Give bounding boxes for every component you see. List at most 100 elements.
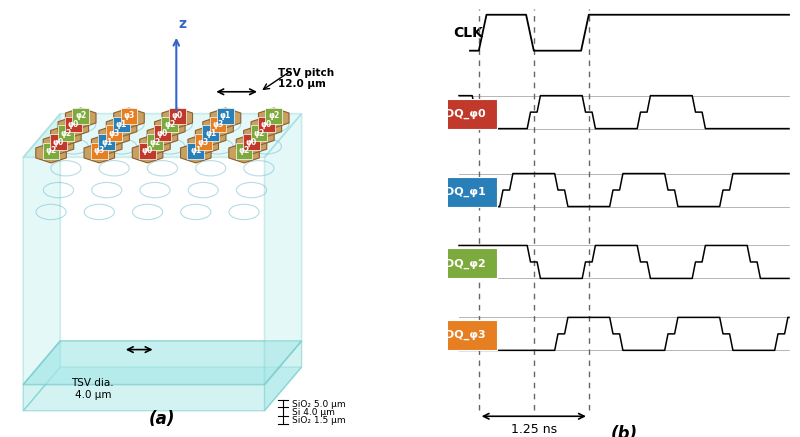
FancyBboxPatch shape — [434, 249, 497, 278]
Text: φ0: φ0 — [142, 146, 153, 155]
Text: z: z — [178, 17, 186, 31]
FancyBboxPatch shape — [72, 108, 89, 124]
Polygon shape — [265, 114, 302, 385]
Text: φ3: φ3 — [123, 111, 134, 120]
Text: φ0: φ0 — [53, 138, 64, 146]
Text: φ0: φ0 — [157, 129, 168, 138]
Polygon shape — [229, 143, 259, 163]
FancyBboxPatch shape — [434, 320, 497, 350]
Text: SiO₂ 5.0 μm: SiO₂ 5.0 μm — [292, 400, 346, 409]
Text: φ2: φ2 — [46, 146, 57, 155]
FancyBboxPatch shape — [114, 117, 130, 132]
FancyBboxPatch shape — [434, 99, 497, 128]
Polygon shape — [181, 143, 211, 163]
Polygon shape — [132, 143, 163, 163]
Polygon shape — [23, 341, 302, 385]
Text: 1.25 ns: 1.25 ns — [510, 423, 557, 437]
FancyBboxPatch shape — [42, 143, 59, 159]
Polygon shape — [23, 114, 60, 385]
Text: φ3: φ3 — [213, 120, 224, 129]
FancyBboxPatch shape — [236, 143, 253, 159]
Text: φ2: φ2 — [254, 129, 265, 138]
Polygon shape — [23, 114, 302, 157]
Text: φ3: φ3 — [109, 129, 120, 138]
FancyBboxPatch shape — [139, 143, 156, 159]
Text: φ0: φ0 — [68, 120, 79, 129]
Text: CLK: CLK — [454, 26, 483, 40]
Polygon shape — [244, 125, 274, 146]
FancyBboxPatch shape — [121, 108, 138, 124]
Polygon shape — [91, 134, 122, 154]
FancyBboxPatch shape — [195, 134, 211, 150]
FancyBboxPatch shape — [106, 125, 122, 141]
Polygon shape — [43, 134, 74, 154]
Text: φ1: φ1 — [205, 129, 216, 138]
Text: φ1: φ1 — [190, 146, 202, 155]
Polygon shape — [99, 125, 130, 146]
FancyBboxPatch shape — [243, 134, 260, 150]
Text: φ2: φ2 — [60, 129, 71, 138]
Polygon shape — [140, 134, 170, 154]
FancyBboxPatch shape — [146, 134, 163, 150]
Text: (b): (b) — [610, 425, 638, 437]
Text: φ1: φ1 — [220, 111, 231, 120]
FancyBboxPatch shape — [162, 117, 178, 132]
Text: φ2: φ2 — [238, 146, 250, 155]
Polygon shape — [265, 341, 302, 411]
Text: TSV dia.
4.0 μm: TSV dia. 4.0 μm — [71, 378, 114, 399]
FancyBboxPatch shape — [91, 143, 108, 159]
Text: DQ_φ0: DQ_φ0 — [445, 108, 486, 119]
Text: φ2: φ2 — [268, 111, 279, 120]
Polygon shape — [66, 108, 96, 128]
Text: φ2: φ2 — [150, 138, 161, 146]
Polygon shape — [195, 125, 226, 146]
FancyBboxPatch shape — [58, 125, 74, 141]
Text: φ0: φ0 — [172, 111, 183, 120]
Text: φ2: φ2 — [164, 120, 175, 129]
Text: φ3: φ3 — [198, 138, 209, 146]
Polygon shape — [258, 108, 289, 128]
FancyBboxPatch shape — [217, 108, 234, 124]
Polygon shape — [50, 125, 81, 146]
FancyBboxPatch shape — [98, 134, 115, 150]
FancyBboxPatch shape — [50, 134, 67, 150]
Polygon shape — [147, 125, 178, 146]
Polygon shape — [84, 143, 114, 163]
FancyBboxPatch shape — [434, 177, 497, 207]
Polygon shape — [236, 134, 266, 154]
FancyBboxPatch shape — [169, 108, 186, 124]
Polygon shape — [154, 117, 185, 137]
Text: φ2: φ2 — [75, 111, 86, 120]
FancyBboxPatch shape — [65, 117, 82, 132]
Text: TSV pitch
12.0 μm: TSV pitch 12.0 μm — [278, 68, 334, 90]
Text: DQ_φ1: DQ_φ1 — [445, 187, 486, 197]
Polygon shape — [162, 108, 193, 128]
FancyBboxPatch shape — [250, 125, 267, 141]
Polygon shape — [188, 134, 218, 154]
Polygon shape — [210, 108, 241, 128]
Polygon shape — [23, 341, 60, 411]
Polygon shape — [36, 143, 66, 163]
Polygon shape — [58, 117, 89, 137]
Text: Si 4.0 μm: Si 4.0 μm — [292, 409, 335, 417]
Text: DQ_φ2: DQ_φ2 — [445, 258, 486, 269]
FancyBboxPatch shape — [258, 117, 274, 132]
FancyBboxPatch shape — [154, 125, 170, 141]
Text: φ0: φ0 — [261, 120, 272, 129]
Text: φ1: φ1 — [101, 138, 112, 146]
Text: DQ_φ3: DQ_φ3 — [445, 330, 486, 340]
Text: φ3: φ3 — [94, 146, 105, 155]
Text: SiO₂ 1.5 μm: SiO₂ 1.5 μm — [292, 416, 346, 425]
Text: φ0: φ0 — [246, 138, 257, 146]
Polygon shape — [114, 108, 144, 128]
FancyBboxPatch shape — [266, 108, 282, 124]
Polygon shape — [106, 117, 137, 137]
Polygon shape — [23, 341, 302, 385]
Text: φ1: φ1 — [116, 120, 127, 129]
FancyBboxPatch shape — [202, 125, 219, 141]
Polygon shape — [251, 117, 282, 137]
Polygon shape — [23, 367, 302, 411]
FancyBboxPatch shape — [187, 143, 204, 159]
Text: (a): (a) — [149, 410, 176, 428]
FancyBboxPatch shape — [210, 117, 226, 132]
